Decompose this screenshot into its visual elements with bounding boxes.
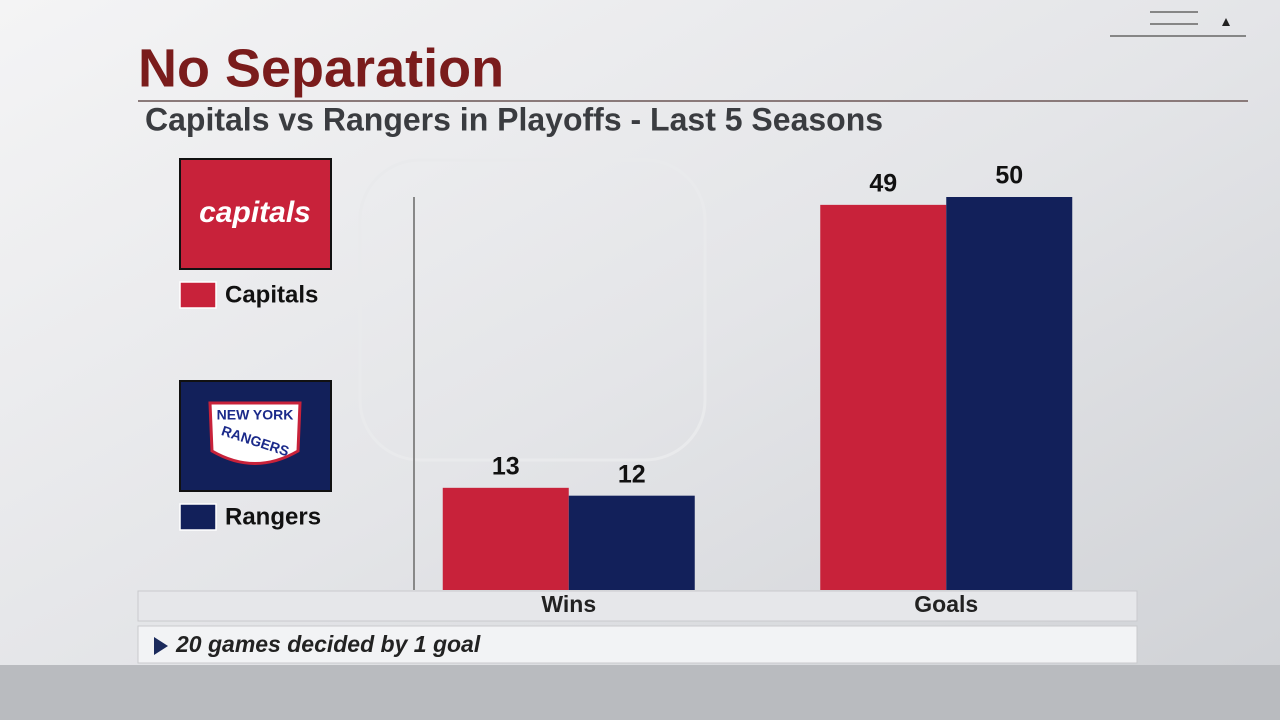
legend-label: Capitals [225, 281, 318, 308]
floor [0, 665, 1280, 720]
note-arrow [154, 637, 168, 655]
menu-icon [1110, 11, 1246, 37]
bg-shape [358, 158, 707, 462]
value-label: 12 [618, 460, 646, 488]
x-tick-label: Wins [541, 591, 596, 617]
x-tick-label: Goals [914, 591, 978, 617]
chart-title: No Separation [138, 38, 504, 98]
team-logo [179, 158, 332, 270]
category-strip [137, 590, 1138, 622]
annotation: 20 games decided by 1 goal [175, 631, 481, 657]
logo-text: NEW YORK [217, 407, 294, 423]
bar [442, 487, 569, 590]
note-band [137, 625, 1138, 664]
value-label: 50 [995, 162, 1023, 190]
chart-subtitle: Capitals vs Rangers in Playoffs - Last 5… [145, 101, 883, 137]
value-label: 49 [869, 169, 897, 197]
logo-text: capitals [199, 196, 311, 229]
legend-swatch [179, 281, 217, 309]
logo-shield [208, 401, 302, 465]
legend-label: Rangers [225, 503, 321, 530]
legend-swatch [179, 503, 217, 531]
bar [568, 495, 695, 590]
bar [820, 204, 947, 591]
bar [946, 197, 1073, 590]
value-label: 13 [492, 452, 520, 480]
